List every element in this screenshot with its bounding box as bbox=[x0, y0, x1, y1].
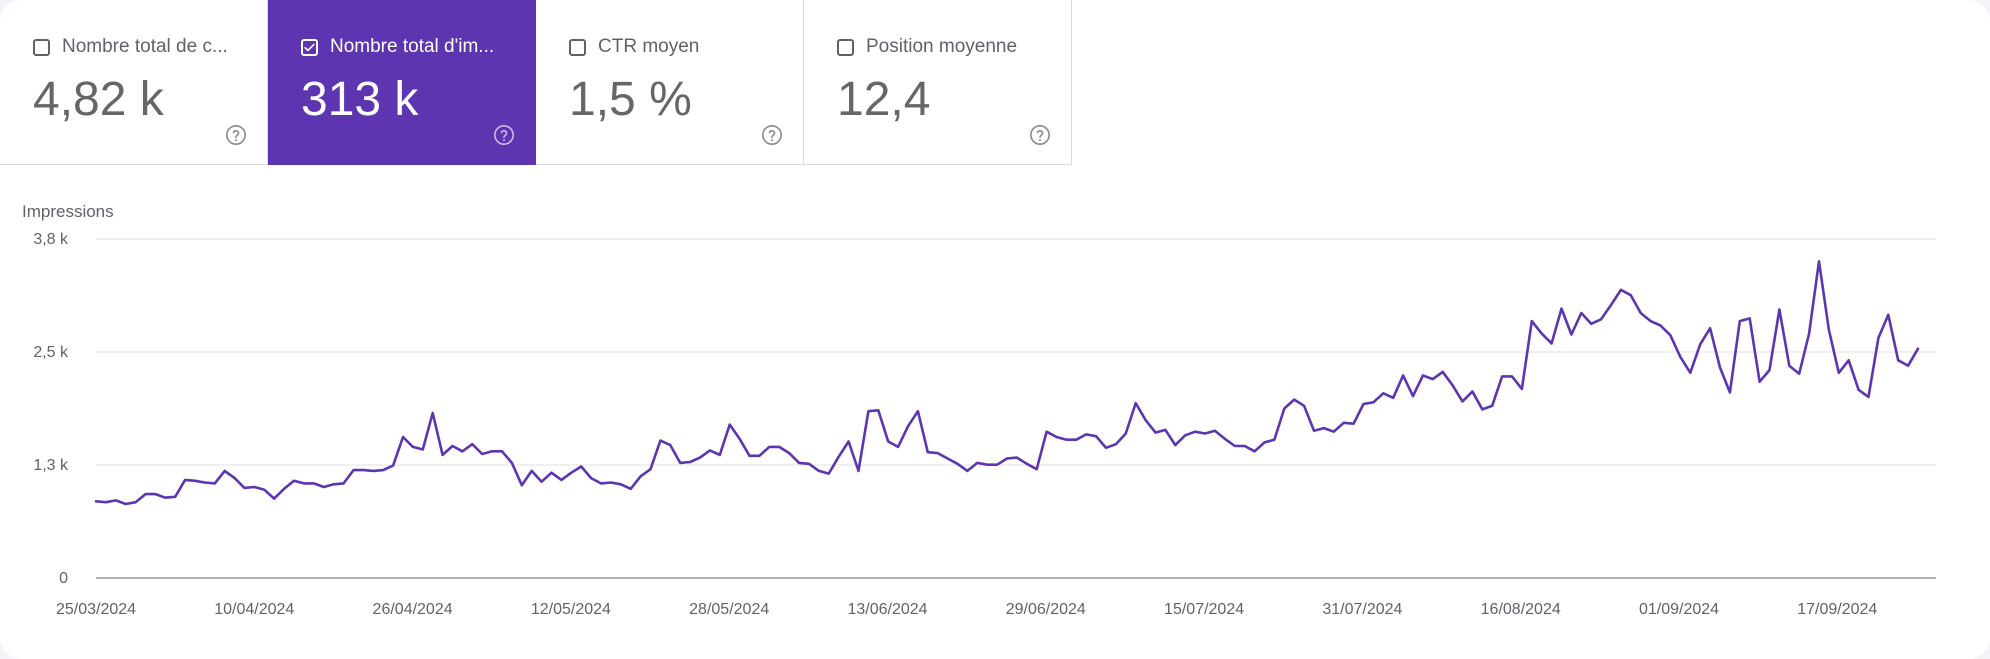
metric-value-clicks: 4,82 k bbox=[33, 73, 164, 126]
line-chart[interactable]: 0 1,3 k 2,5 k 3,8 k 25/03/2024 10/04/2024 26/0… bbox=[0, 190, 1990, 630]
check-icon bbox=[304, 43, 315, 51]
metric-value-ctr: 1,5 % bbox=[569, 73, 692, 126]
metric-label-impressions: Nombre total d'im... bbox=[330, 36, 495, 57]
x-tick-label: 28/05/2024 bbox=[689, 601, 769, 618]
y-tick-label: 2,5 k bbox=[33, 344, 69, 361]
impressions-chart: Impressions 0 1,3 k 2,5 k 3,8 k 25/03/2024 10… bbox=[0, 190, 1990, 630]
metric-value-position: 12,4 bbox=[837, 73, 931, 126]
checkbox-impressions[interactable] bbox=[301, 38, 318, 56]
metric-card-impressions[interactable]: Nombre total d'im... 313 k bbox=[268, 0, 536, 165]
x-tick-label: 13/06/2024 bbox=[847, 601, 927, 618]
x-tick-label: 31/07/2024 bbox=[1322, 601, 1402, 618]
metric-label-clicks: Nombre total de c... bbox=[62, 36, 228, 57]
checkbox-ctr[interactable] bbox=[569, 38, 586, 56]
x-tick-label: 25/03/2024 bbox=[56, 601, 136, 618]
x-tick-label: 01/09/2024 bbox=[1639, 601, 1719, 618]
metric-card-header: Nombre total de c... bbox=[33, 36, 258, 58]
metric-card-header: Nombre total d'im... bbox=[301, 36, 526, 58]
y-tick-label: 1,3 k bbox=[33, 457, 69, 474]
metric-label-ctr: CTR moyen bbox=[598, 36, 700, 57]
x-tick-label: 26/04/2024 bbox=[373, 601, 453, 618]
chart-title: Impressions bbox=[22, 202, 114, 221]
metric-label-position: Position moyenne bbox=[866, 36, 1018, 57]
x-tick-label: 16/08/2024 bbox=[1481, 601, 1561, 618]
help-icon[interactable] bbox=[493, 124, 515, 146]
metric-card-header: CTR moyen bbox=[569, 36, 794, 58]
x-tick-label: 10/04/2024 bbox=[214, 601, 294, 618]
metric-value-impressions: 313 k bbox=[301, 73, 419, 126]
help-icon[interactable] bbox=[1029, 124, 1051, 146]
y-tick-label: 0 bbox=[59, 570, 68, 587]
help-icon[interactable] bbox=[225, 124, 247, 146]
checkbox-position[interactable] bbox=[837, 38, 854, 56]
y-tick-label: 3,8 k bbox=[33, 231, 69, 248]
metric-card-header: Position moyenne bbox=[837, 36, 1062, 58]
series-line-impressions bbox=[94, 260, 1920, 506]
x-tick-label: 15/07/2024 bbox=[1164, 601, 1244, 618]
metric-card-ctr[interactable]: CTR moyen 1,5 % bbox=[536, 0, 804, 165]
x-tick-label: 12/05/2024 bbox=[531, 601, 611, 618]
help-icon[interactable] bbox=[761, 124, 783, 146]
checkbox-clicks[interactable] bbox=[33, 38, 50, 56]
x-tick-label: 17/09/2024 bbox=[1797, 601, 1877, 618]
metric-card-clicks[interactable]: Nombre total de c... 4,82 k bbox=[0, 0, 268, 165]
metric-card-position[interactable]: Position moyenne 12,4 bbox=[804, 0, 1072, 165]
x-tick-label: 29/06/2024 bbox=[1006, 601, 1086, 618]
metric-cards: Nombre total de c... 4,82 k Nombre total… bbox=[0, 0, 1072, 166]
